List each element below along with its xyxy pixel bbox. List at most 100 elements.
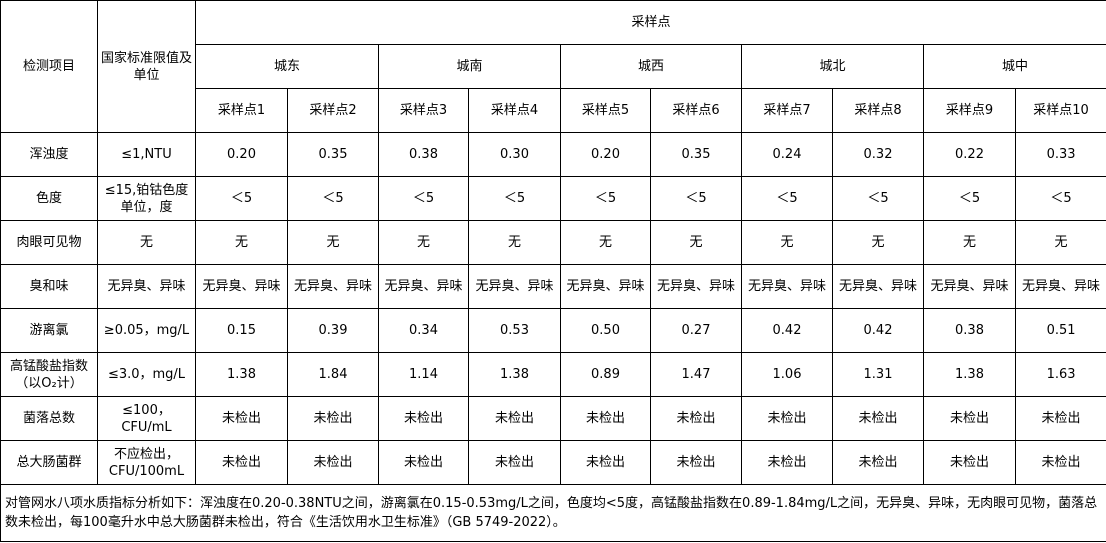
- value-cell: ＜5: [741, 176, 833, 221]
- value-cell: ＜5: [560, 176, 651, 221]
- value-cell: 未检出: [923, 396, 1016, 441]
- table-row: 浑浊度 ≤1,NTU 0.20 0.35 0.38 0.30 0.20 0.35 0.24 0.3…: [0, 132, 1106, 177]
- value-cell: 无: [560, 220, 651, 265]
- table-row: 肉眼可见物无无无无无无无无无无无: [0, 220, 1106, 265]
- value-cell: ＜5: [832, 176, 924, 221]
- value-cell: 无: [832, 220, 924, 265]
- value-cell: 0.35: [287, 132, 379, 177]
- value-cell: 未检出: [650, 396, 742, 441]
- item-cell: 肉眼可见物: [0, 220, 98, 265]
- value-cell: 无: [923, 220, 1016, 265]
- value-cell: 0.20: [195, 132, 288, 177]
- table-row: 色度 ≤15,铂钴色度单位，度 ＜5 ＜5 ＜5 ＜5 ＜5 ＜5 ＜5 ＜5 ＜5 ＜5: [0, 176, 1106, 221]
- table-row: 臭和味 无异臭、异味 无异臭、异味 无异臭、异味 无异臭、异味 无异臭、异味 无异臭、异味无…: [0, 264, 1106, 309]
- value-cell: 0.42: [832, 308, 924, 353]
- value-cell: 未检出: [1014, 440, 1106, 485]
- sample-point-header: 采样点2: [287, 88, 379, 133]
- value-cell: 0.38: [378, 132, 469, 177]
- item-cell: 浑浊度: [0, 132, 98, 177]
- sample-point-header: 采样点4: [468, 88, 561, 133]
- value-cell: 无异臭、异味: [378, 264, 469, 309]
- value-cell: 无异臭、异味: [832, 264, 924, 309]
- value-cell: 0.50: [560, 308, 651, 353]
- standard-cell: ≤3.0，mg/L: [97, 352, 196, 397]
- value-cell: 1.38: [468, 352, 561, 397]
- value-cell: 0.89: [560, 352, 651, 397]
- value-cell: 未检出: [741, 440, 833, 485]
- value-cell: 无: [195, 220, 288, 265]
- sample-point-header: 采样点7: [741, 88, 833, 133]
- value-cell: 未检出: [468, 440, 561, 485]
- item-cell: 色度: [0, 176, 98, 221]
- header-item: 检测项目: [0, 0, 98, 133]
- value-cell: ＜5: [468, 176, 561, 221]
- value-cell: 未检出: [195, 396, 288, 441]
- header-standard: 国家标准限值及单位: [97, 0, 196, 133]
- value-cell: 0.24: [741, 132, 833, 177]
- value-cell: 1.84: [287, 352, 379, 397]
- table-row: 总大肠菌群 不应检出，CFU/100mL 未检出 未检出 未检出 未检出 未检出 未检出 未检出…: [0, 440, 1106, 485]
- sample-point-header: 采样点5: [560, 88, 651, 133]
- value-cell: 0.38: [923, 308, 1016, 353]
- value-cell: ＜5: [1014, 176, 1106, 221]
- analysis-note: 对管网水八项水质指标分析如下：浑浊度在0.20-0.38NTU之间，游离氯在0.…: [0, 484, 1106, 542]
- value-cell: 0.51: [1014, 308, 1106, 353]
- district-header: 城中: [922, 44, 1106, 89]
- district-header: 城南: [378, 44, 561, 89]
- value-cell: 无: [1014, 220, 1106, 265]
- value-cell: ＜5: [287, 176, 379, 221]
- value-cell: 无: [650, 220, 742, 265]
- value-cell: 无异臭、异味: [650, 264, 742, 309]
- value-cell: 无异臭、异味: [287, 264, 379, 309]
- table-row: 游离氯 ≥0.05，mg/L 0.15 0.39 0.34 0.53 0.50 0.27 0.4…: [0, 308, 1106, 353]
- value-cell: 无: [468, 220, 561, 265]
- sample-point-header: 采样点1: [195, 88, 288, 133]
- sample-point-header: 采样点9: [923, 88, 1016, 133]
- value-cell: 未检出: [741, 396, 833, 441]
- value-cell: 未检出: [650, 440, 742, 485]
- district-header: 城东: [195, 44, 379, 89]
- value-cell: ＜5: [923, 176, 1016, 221]
- value-cell: 无异臭、异味: [195, 264, 288, 309]
- value-cell: 无: [378, 220, 469, 265]
- sample-point-header: 采样点8: [832, 88, 924, 133]
- item-cell: 高锰酸盐指数（以O₂计）: [0, 352, 98, 397]
- table-row: 菌落总数 ≤100，CFU/mL 未检出 未检出 未检出 未检出 未检出 未检出 未检出 未检出未…: [0, 396, 1106, 441]
- standard-cell: 无异臭、异味: [97, 264, 196, 309]
- value-cell: 1.38: [923, 352, 1016, 397]
- value-cell: 未检出: [378, 396, 469, 441]
- value-cell: 1.06: [741, 352, 833, 397]
- value-cell: 1.63: [1014, 352, 1106, 397]
- standard-cell: ≥0.05，mg/L: [97, 308, 196, 353]
- district-header: 城西: [560, 44, 742, 89]
- value-cell: 无: [741, 220, 833, 265]
- value-cell: 0.39: [287, 308, 379, 353]
- value-cell: 0.35: [650, 132, 742, 177]
- value-cell: 0.33: [1014, 132, 1106, 177]
- value-cell: 未检出: [378, 440, 469, 485]
- value-cell: 未检出: [195, 440, 288, 485]
- value-cell: 无异臭、异味: [468, 264, 561, 309]
- value-cell: 0.15: [195, 308, 288, 353]
- sample-point-header: 采样点6: [650, 88, 742, 133]
- value-cell: 1.47: [650, 352, 742, 397]
- value-cell: 未检出: [468, 396, 561, 441]
- standard-cell: 不应检出，CFU/100mL: [97, 440, 196, 485]
- value-cell: ＜5: [378, 176, 469, 221]
- standard-cell: 无: [97, 220, 196, 265]
- value-cell: 未检出: [560, 396, 651, 441]
- standard-cell: ≤100，CFU/mL: [97, 396, 196, 441]
- item-cell: 游离氯: [0, 308, 98, 353]
- value-cell: 0.27: [650, 308, 742, 353]
- value-cell: 未检出: [923, 440, 1016, 485]
- value-cell: 未检出: [832, 440, 924, 485]
- value-cell: 0.32: [832, 132, 924, 177]
- standard-cell: ≤15,铂钴色度单位，度: [97, 176, 196, 221]
- item-cell: 菌落总数: [0, 396, 98, 441]
- header-sampling: 采样点: [194, 0, 1106, 45]
- value-cell: 0.20: [560, 132, 651, 177]
- district-header: 城北: [741, 44, 924, 89]
- value-cell: 0.42: [741, 308, 833, 353]
- value-cell: 未检出: [560, 440, 651, 485]
